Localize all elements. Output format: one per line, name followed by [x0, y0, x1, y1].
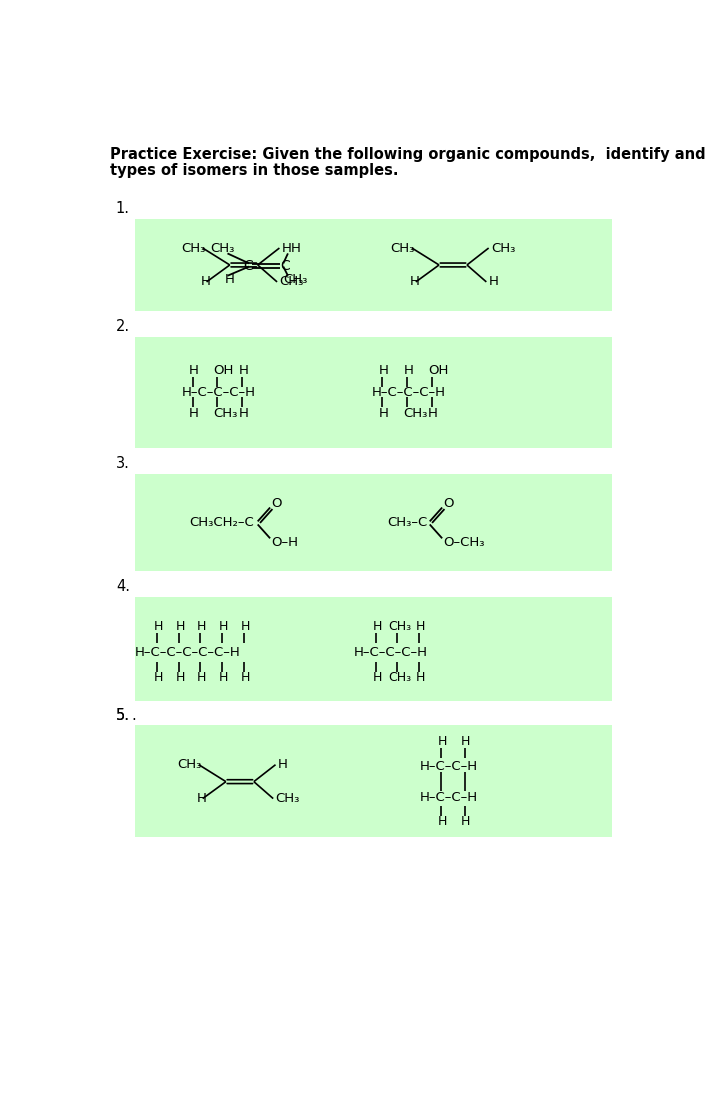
- Text: H: H: [154, 620, 163, 634]
- Text: .: .: [131, 708, 136, 722]
- Text: 1.: 1.: [116, 201, 130, 216]
- Text: H: H: [278, 759, 288, 771]
- Text: H: H: [175, 620, 185, 634]
- Text: H–C–C–H: H–C–C–H: [420, 760, 478, 773]
- Text: CH₃–C: CH₃–C: [387, 516, 427, 529]
- Text: H: H: [410, 276, 420, 289]
- Text: CH₃: CH₃: [388, 620, 411, 634]
- Text: H–C–C–C–H: H–C–C–C–H: [182, 385, 256, 399]
- Bar: [135, 219, 612, 311]
- Text: CH₃: CH₃: [214, 407, 238, 421]
- Text: H: H: [290, 243, 300, 256]
- Text: H: H: [437, 735, 447, 748]
- Text: 4.: 4.: [116, 580, 130, 594]
- Text: H: H: [416, 671, 425, 684]
- Text: CH₃: CH₃: [177, 759, 202, 771]
- Text: O: O: [272, 497, 282, 511]
- Text: H: H: [403, 363, 413, 377]
- Text: H: H: [200, 276, 210, 289]
- Bar: [135, 337, 612, 448]
- Text: CH₃: CH₃: [403, 407, 427, 421]
- Text: CH₃: CH₃: [283, 273, 307, 287]
- Text: CH₃: CH₃: [181, 242, 205, 255]
- Text: CH₃CH₂–C: CH₃CH₂–C: [190, 516, 254, 529]
- Text: CH₃: CH₃: [388, 671, 411, 684]
- Text: H: H: [461, 815, 470, 828]
- Text: H: H: [373, 671, 382, 684]
- Text: H: H: [197, 620, 207, 634]
- Bar: [135, 597, 612, 701]
- Text: H: H: [437, 815, 447, 828]
- Text: H: H: [241, 620, 250, 634]
- Text: H: H: [197, 792, 207, 805]
- Text: CH₃: CH₃: [280, 276, 304, 289]
- Text: H: H: [189, 407, 199, 421]
- Bar: [135, 474, 612, 571]
- Text: H: H: [378, 407, 388, 421]
- Text: 5.: 5.: [116, 708, 130, 722]
- Text: CH₃: CH₃: [491, 242, 515, 255]
- Text: CH₃: CH₃: [391, 242, 415, 255]
- Text: H: H: [428, 407, 438, 421]
- Text: H: H: [416, 620, 425, 634]
- Text: O: O: [444, 497, 454, 511]
- Text: H: H: [239, 363, 248, 377]
- Text: H: H: [488, 276, 498, 289]
- Text: H–C–C–C–H: H–C–C–C–H: [354, 646, 428, 659]
- Text: H–C–C–C–C–C–H: H–C–C–C–C–C–H: [135, 646, 241, 659]
- Text: H: H: [239, 407, 248, 421]
- Text: O–H: O–H: [272, 536, 299, 549]
- Text: H: H: [378, 363, 388, 377]
- Text: H: H: [224, 273, 234, 287]
- Text: 3.: 3.: [116, 456, 130, 471]
- Text: H: H: [241, 671, 250, 684]
- Text: H–C–C–H: H–C–C–H: [420, 791, 478, 804]
- Text: H: H: [197, 671, 207, 684]
- Text: 5.: 5.: [116, 708, 130, 722]
- Text: H: H: [219, 620, 229, 634]
- Text: H: H: [154, 671, 163, 684]
- Text: C: C: [280, 259, 290, 272]
- Text: H: H: [282, 242, 292, 255]
- Text: H: H: [373, 620, 382, 634]
- Text: H–C–C–C–H: H–C–C–C–H: [371, 385, 446, 399]
- Text: O–CH₃: O–CH₃: [444, 536, 485, 549]
- Text: H: H: [189, 363, 199, 377]
- Text: CH₃: CH₃: [275, 792, 300, 805]
- Bar: [135, 726, 612, 837]
- Text: CH₃: CH₃: [210, 243, 235, 256]
- Text: OH: OH: [428, 363, 449, 377]
- Text: H: H: [175, 671, 185, 684]
- Text: C: C: [244, 259, 253, 272]
- Text: Practice Exercise: Given the following organic compounds,  identify and explain : Practice Exercise: Given the following o…: [111, 147, 710, 163]
- Text: types of isomers in those samples.: types of isomers in those samples.: [111, 163, 399, 178]
- Text: 2.: 2.: [116, 320, 130, 334]
- Text: H: H: [461, 735, 470, 748]
- Text: H: H: [219, 671, 229, 684]
- Text: OH: OH: [214, 363, 234, 377]
